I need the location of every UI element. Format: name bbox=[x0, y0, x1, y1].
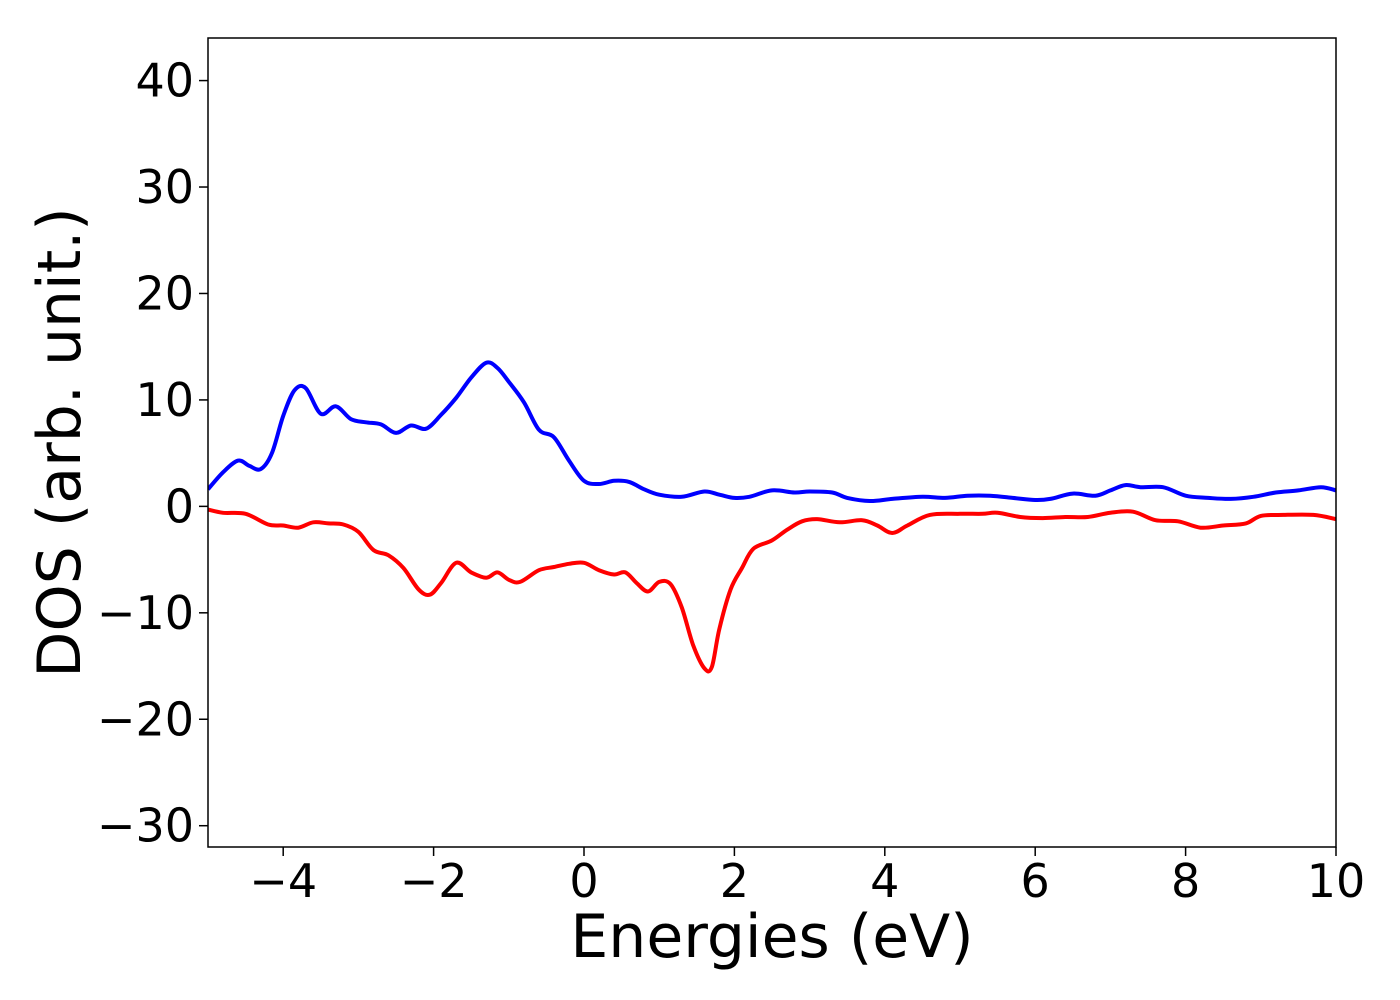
plot-frame bbox=[207, 37, 1337, 848]
y-tick-label: 20 bbox=[135, 266, 194, 320]
y-axis-title: DOS (arb. unit.) bbox=[25, 207, 95, 677]
x-tick-label: 8 bbox=[1171, 854, 1200, 908]
x-tick-label: −4 bbox=[249, 854, 317, 908]
y-tick-label: 0 bbox=[165, 479, 194, 533]
x-tick-label: 10 bbox=[1307, 854, 1366, 908]
series-line-red bbox=[208, 507, 1336, 674]
x-tick-label: −2 bbox=[400, 854, 468, 908]
series-layer bbox=[208, 360, 1336, 674]
y-tick-label: 40 bbox=[135, 54, 194, 108]
y-tick-label: −10 bbox=[97, 586, 194, 640]
x-tick-label: 6 bbox=[1021, 854, 1050, 908]
x-tick-label: 0 bbox=[569, 854, 598, 908]
series-line-blue bbox=[208, 360, 1336, 504]
x-tick-label: 2 bbox=[720, 854, 749, 908]
y-tick-label: −30 bbox=[97, 799, 194, 853]
y-tick-label: −20 bbox=[97, 692, 194, 746]
y-tick-label: 10 bbox=[135, 373, 194, 427]
x-tick-label: 4 bbox=[870, 854, 899, 908]
x-axis-title: Energies (eV) bbox=[570, 902, 973, 972]
y-tick-label: 30 bbox=[135, 160, 194, 214]
